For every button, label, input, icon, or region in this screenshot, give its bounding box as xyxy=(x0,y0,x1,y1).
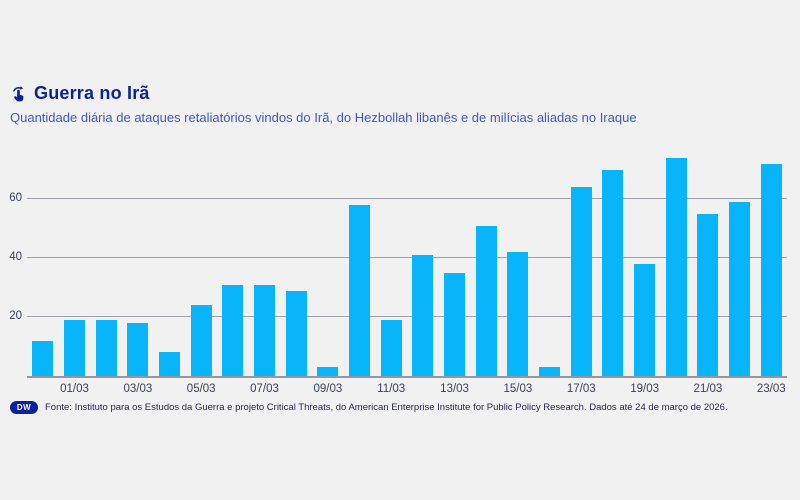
x-tick-label: 11/03 xyxy=(377,383,406,395)
x-tick-label: 09/03 xyxy=(313,383,343,395)
bar-slot: 13/03 xyxy=(439,149,471,395)
bar-slot xyxy=(724,149,756,376)
bar-19-03[interactable] xyxy=(634,264,656,376)
bar-slot: 21/03 xyxy=(692,149,724,395)
bar-02-03[interactable] xyxy=(95,320,117,376)
bar-11-03[interactable] xyxy=(380,320,402,376)
x-tick-label: 01/03 xyxy=(60,383,89,395)
bar-slot: 09/03 xyxy=(312,149,344,395)
bars-row: 01/03 03/03 05/03 07/03 09/03 11/03 13/03 15/03… xyxy=(27,149,787,395)
bar-15-03[interactable] xyxy=(507,252,529,376)
x-tick-label: 03/03 xyxy=(123,383,153,395)
bar-18-03[interactable] xyxy=(602,169,624,376)
bar-slot xyxy=(407,149,439,376)
bar-07-03[interactable] xyxy=(254,284,276,376)
bar-29-02[interactable] xyxy=(32,340,54,376)
bar-20-03[interactable] xyxy=(665,157,687,376)
bar-slot: 19/03 xyxy=(629,149,661,395)
bar-chart: 20 40 60 01/03 03/03 05/03 07/03 09/03 11/03 13/… xyxy=(0,149,800,409)
bar-slot xyxy=(217,149,249,376)
x-tick-label: 23/03 xyxy=(756,383,786,395)
plot-area: 01/03 03/03 05/03 07/03 09/03 11/03 13/03 15/03… xyxy=(27,149,787,395)
bar-17-03[interactable] xyxy=(570,187,592,376)
bar-09-03[interactable] xyxy=(317,367,339,376)
bar-14-03[interactable] xyxy=(475,225,497,376)
bar-slot: 03/03 xyxy=(122,149,154,395)
bar-slot: 23/03 xyxy=(755,149,787,395)
source-text: Fonte: Instituto para os Estudos da Guer… xyxy=(45,402,728,413)
page-title: Guerra no Irã xyxy=(34,83,150,103)
bar-slot: 05/03 xyxy=(185,149,217,395)
gridline xyxy=(27,256,787,259)
bar-04-03[interactable] xyxy=(159,352,181,376)
bar-slot xyxy=(470,149,502,376)
gridline xyxy=(27,197,787,200)
x-tick-label: 19/03 xyxy=(630,383,659,395)
bar-slot: 07/03 xyxy=(249,149,281,395)
bar-slot xyxy=(280,149,312,376)
bar-08-03[interactable] xyxy=(285,290,307,376)
bar-slot xyxy=(344,149,376,376)
bar-21-03[interactable] xyxy=(697,213,719,376)
bar-slot xyxy=(27,149,59,376)
x-tick-label: 15/03 xyxy=(503,383,533,395)
x-tick-label: 17/03 xyxy=(566,383,596,395)
y-tick-label: 20 xyxy=(9,310,22,322)
bar-13-03[interactable] xyxy=(444,272,466,376)
bar-23-03[interactable] xyxy=(760,163,782,376)
x-tick-label: 07/03 xyxy=(250,383,279,395)
bar-slot xyxy=(90,149,122,376)
bar-22-03[interactable] xyxy=(729,202,751,376)
bar-01-03[interactable] xyxy=(64,320,85,376)
bar-slot: 17/03 xyxy=(565,149,597,395)
bar-slot: 01/03 xyxy=(59,149,91,395)
bar-06-03[interactable] xyxy=(222,284,244,376)
x-tick-label: 13/03 xyxy=(440,383,469,395)
x-tick-label: 05/03 xyxy=(186,383,216,395)
bar-05-03[interactable] xyxy=(190,305,212,376)
y-tick-label: 60 xyxy=(9,192,22,205)
bar-10-03[interactable] xyxy=(349,205,371,376)
chart-subtitle: Quantidade diária de ataques retaliatóri… xyxy=(10,110,637,125)
tap-gesture-icon xyxy=(10,85,28,103)
bar-slot xyxy=(154,149,186,376)
bar-slot xyxy=(597,149,629,376)
bar-slot: 11/03 xyxy=(375,149,407,395)
y-tick-label: 40 xyxy=(9,251,22,264)
gridline xyxy=(27,315,787,317)
y-axis-labels: 20 40 60 xyxy=(0,149,22,376)
chart-header: Guerra no Irã xyxy=(10,83,150,104)
bar-slot xyxy=(660,149,692,376)
bar-03-03[interactable] xyxy=(127,322,149,376)
footer: DW Fonte: Instituto para os Estudos da G… xyxy=(10,401,728,414)
bar-12-03[interactable] xyxy=(412,255,434,376)
dw-logo: DW xyxy=(10,401,38,414)
bar-slot: 15/03 xyxy=(502,149,534,395)
x-tick-label: 21/03 xyxy=(693,383,723,395)
bar-16-03[interactable] xyxy=(539,367,561,376)
bar-slot xyxy=(534,149,566,376)
